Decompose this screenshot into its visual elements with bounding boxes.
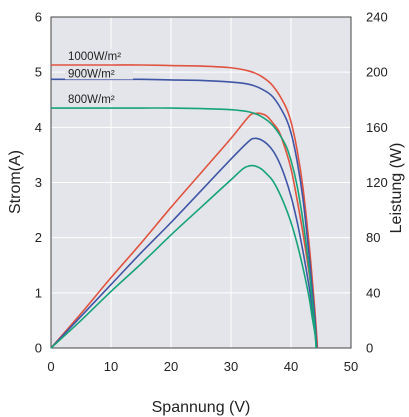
- y2-tick-label: 240: [366, 10, 388, 25]
- y-tick-label: 0: [35, 341, 42, 356]
- y-tick-label: 6: [35, 10, 42, 25]
- series-label-800wm: 800W/m²: [68, 94, 115, 106]
- plot-frame: [50, 16, 352, 349]
- x-tick-label: 30: [224, 359, 238, 374]
- y2-axis-title: Leistung (W): [388, 143, 405, 234]
- series-curves: [50, 64, 319, 349]
- y-tick-label: 5: [35, 65, 42, 80]
- tick-labels: 0 10 20 30 40 50 0 1 2 3 4 5 6 0 40 80 120 160 200 240: [35, 10, 388, 375]
- y2-tick-label: 40: [366, 285, 380, 300]
- series-labels: 1000W/m² 900W/m² 800W/m²: [65, 48, 133, 106]
- x-axis-title: Spannung (V): [152, 399, 251, 416]
- y-tick-label: 4: [35, 120, 42, 135]
- y-tick-label: 2: [35, 230, 42, 245]
- y2-tick-label: 120: [366, 175, 388, 190]
- power-curve-800wm: [50, 164, 317, 349]
- power-curve-1000wm: [50, 112, 319, 349]
- y2-tick-label: 80: [366, 230, 380, 245]
- x-tick-label: 0: [47, 359, 54, 374]
- y-tick-label: 1: [35, 285, 42, 300]
- series-label-bg: [65, 48, 133, 62]
- series-label-900wm: 900W/m²: [68, 68, 115, 80]
- y2-tick-label: 160: [366, 120, 388, 135]
- current-curve-900wm: [51, 78, 318, 349]
- y-tick-label: 3: [35, 175, 42, 190]
- x-tick-label: 50: [344, 359, 358, 374]
- x-tick-label: 10: [104, 359, 118, 374]
- series-label-1000wm: 1000W/m²: [68, 51, 121, 63]
- y2-tick-label: 200: [366, 65, 388, 80]
- x-tick-label: 40: [284, 359, 298, 374]
- series-label-bg: [65, 66, 133, 80]
- current-curve-800wm: [50, 107, 317, 349]
- current-curve-1000wm: [51, 64, 319, 349]
- y-axis-title: Strom(A): [7, 150, 24, 214]
- series-label-bg: [65, 92, 133, 106]
- x-tick-label: 20: [164, 359, 178, 374]
- y2-tick-label: 0: [366, 341, 373, 356]
- power-curve-900wm: [50, 137, 318, 349]
